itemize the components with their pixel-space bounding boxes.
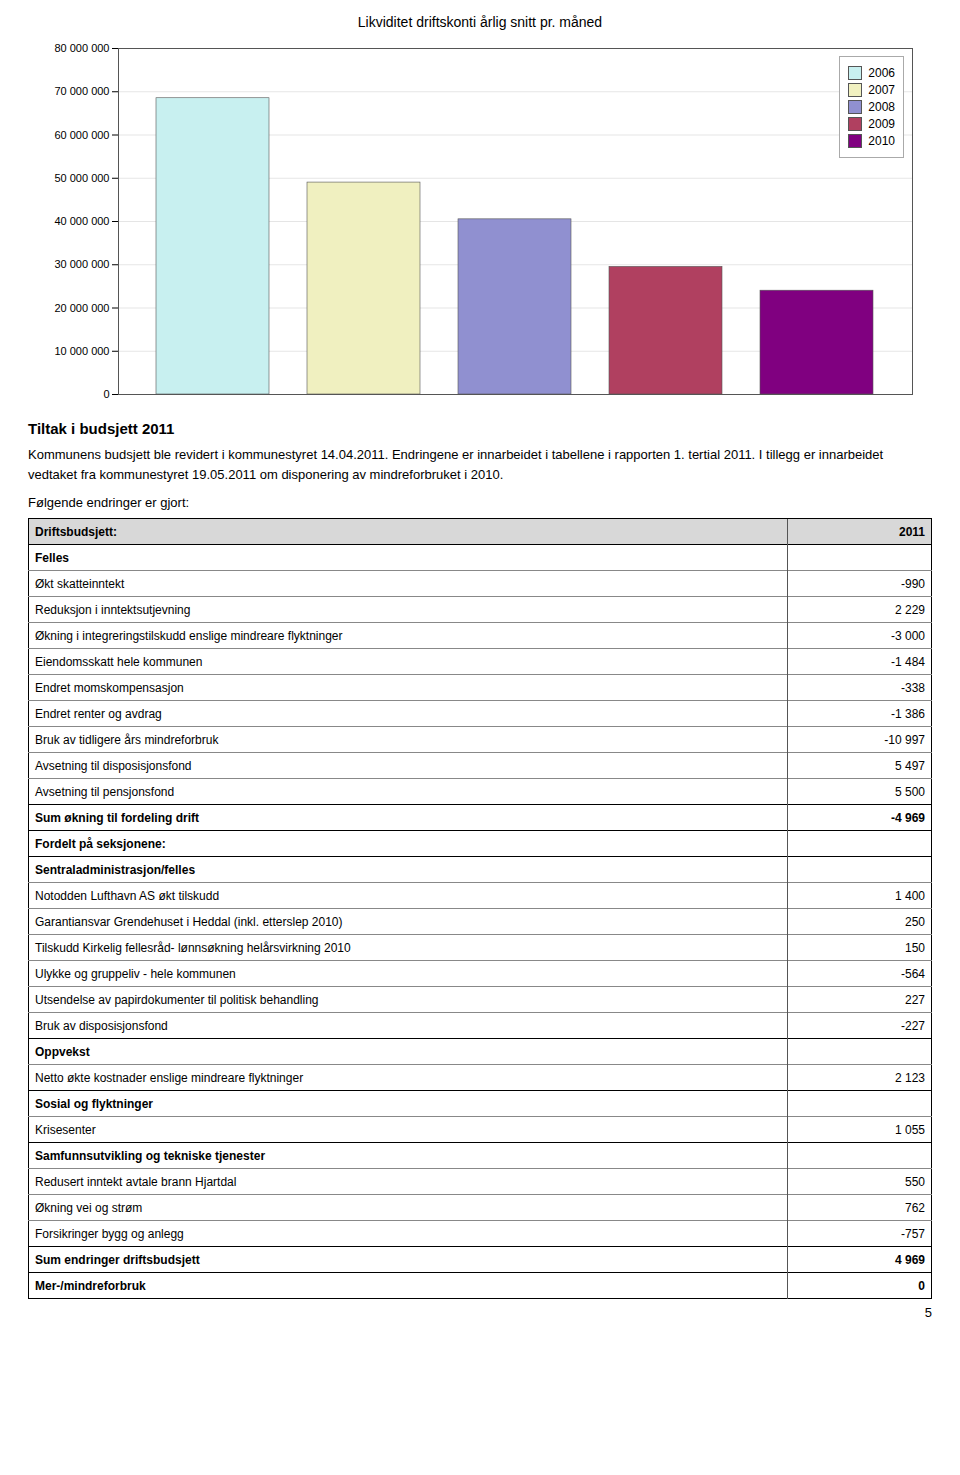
svg-text:0: 0	[103, 388, 109, 400]
html-text:-10 997: -10 997	[884, 732, 925, 747]
html-text:Økning vei og strøm: Økning vei og strøm	[35, 1200, 143, 1215]
html-text:Notodden Lufthavn AS økt tilsk: Notodden Lufthavn AS økt tilskudd	[35, 888, 220, 903]
html-text:Fordelt på seksjonene:: Fordelt på seksjonene:	[35, 836, 166, 851]
html-text:Driftsbudsjett:: Driftsbudsjett:	[35, 524, 117, 539]
html-text:Garantiansvar Grendehuset i He: Garantiansvar Grendehuset i Heddal (inkl…	[35, 914, 343, 929]
html-text:Kommunens budsjett ble revider: Kommunens budsjett ble revidert i kommun…	[28, 447, 884, 483]
html-text:-1 484: -1 484	[891, 654, 925, 669]
html-text:4 969: 4 969	[895, 1252, 925, 1267]
html-text:150: 150	[905, 940, 925, 955]
svg-text:30 000 000: 30 000 000	[54, 258, 109, 270]
html-text:227: 227	[905, 992, 925, 1007]
html-text:2009: 2009	[868, 117, 895, 131]
html-text:Ulykke og gruppeliv - hele kom: Ulykke og gruppeliv - hele kommunen	[35, 966, 236, 981]
html-text:Samfunnsutvikling og tekniske: Samfunnsutvikling og tekniske tjenester	[35, 1148, 266, 1163]
html-text:-757: -757	[901, 1226, 925, 1241]
svg-text:60 000 000: 60 000 000	[54, 129, 109, 141]
html-text:2011: 2011	[899, 524, 925, 539]
html-text:1 055: 1 055	[895, 1122, 925, 1137]
svg-text:10 000 000: 10 000 000	[54, 345, 109, 357]
html-text:5: 5	[924, 1305, 932, 1321]
html-text:Utsendelse av papirdokumenter: Utsendelse av papirdokumenter til politi…	[35, 992, 319, 1007]
html-text:5 497: 5 497	[895, 758, 925, 773]
html-text:-338: -338	[901, 680, 925, 695]
html-text:Økt skatteinntekt: Økt skatteinntekt	[35, 576, 125, 591]
html-text:2006: 2006	[868, 66, 895, 80]
html-text:-4 969: -4 969	[891, 810, 925, 825]
html-text:Mer-/mindreforbruk: Mer-/mindreforbruk	[35, 1278, 146, 1293]
html-text:Avsetning til pensjonsfond: Avsetning til pensjonsfond	[35, 784, 175, 799]
html-text:Felles: Felles	[35, 550, 69, 565]
svg-text:80 000 000: 80 000 000	[54, 42, 109, 54]
html-text:Forsikringer bygg og anlegg: Forsikringer bygg og anlegg	[35, 1226, 184, 1241]
html-text:Sentraladministrasjon/felles: Sentraladministrasjon/felles	[35, 862, 196, 877]
html-text:2 229: 2 229	[895, 602, 925, 617]
html-text:Sum endringer driftsbudsjett: Sum endringer driftsbudsjett	[35, 1252, 200, 1267]
html-text:2 123: 2 123	[895, 1070, 925, 1085]
html-text:Reduksjon i inntektsutjevning: Reduksjon i inntektsutjevning	[35, 602, 191, 617]
html-text:Økning i integreringstilskudd: Økning i integreringstilskudd enslige mi…	[35, 628, 343, 643]
html-text:Endret momskompensasjon: Endret momskompensasjon	[35, 680, 184, 695]
html-text:Likviditet driftskonti årlig s: Likviditet driftskonti årlig snitt pr. m…	[357, 14, 603, 30]
html-text:-564: -564	[901, 966, 925, 981]
html-text:Sum økning til fordeling drift: Sum økning til fordeling drift	[35, 810, 199, 825]
html-text:2008: 2008	[868, 100, 895, 114]
html-text:762: 762	[905, 1200, 925, 1215]
html-text:2007: 2007	[868, 83, 895, 97]
html-text:Avsetning til disposisjonsfond: Avsetning til disposisjonsfond	[35, 758, 192, 773]
html-text:550: 550	[905, 1174, 925, 1189]
html-text:Oppvekst: Oppvekst	[35, 1044, 90, 1059]
html-text:1 400: 1 400	[895, 888, 925, 903]
html-text:-1 386: -1 386	[891, 706, 925, 721]
html-text:Følgende endringer er gjort:: Følgende endringer er gjort:	[28, 495, 190, 511]
html-text:-227: -227	[901, 1018, 925, 1033]
html-text:0: 0	[918, 1278, 925, 1293]
svg-text:20 000 000: 20 000 000	[54, 302, 109, 314]
html-text:Eiendomsskatt hele kommunen: Eiendomsskatt hele kommunen	[35, 654, 203, 669]
html-text:Sosial og flyktninger: Sosial og flyktninger	[35, 1096, 153, 1111]
html-text:Bruk av tidligere års mindrefo: Bruk av tidligere års mindreforbruk	[35, 732, 219, 747]
html-text:-990: -990	[901, 576, 925, 591]
html-text:Netto økte kostnader enslige m: Netto økte kostnader enslige mindreare f…	[35, 1070, 304, 1085]
html-text:Endret renter og avdrag: Endret renter og avdrag	[35, 706, 162, 721]
html-text:Redusert inntekt avtale brann: Redusert inntekt avtale brann Hjartdal	[35, 1174, 237, 1189]
html-text:Tilskudd Kirkelig fellesråd- l: Tilskudd Kirkelig fellesråd- lønnsøkning…	[35, 940, 351, 955]
svg-text:70 000 000: 70 000 000	[54, 85, 109, 97]
html-text:Tiltak i budsjett 2011: Tiltak i budsjett 2011	[28, 420, 175, 437]
svg-text:40 000 000: 40 000 000	[54, 215, 109, 227]
html-text:5 500: 5 500	[895, 784, 925, 799]
html-text:-3 000: -3 000	[891, 628, 925, 643]
html-text:2010: 2010	[868, 134, 895, 148]
html-text:Bruk av disposisjonsfond: Bruk av disposisjonsfond	[35, 1018, 168, 1033]
html-text:Krisesenter: Krisesenter	[35, 1122, 96, 1137]
svg-text:50 000 000: 50 000 000	[54, 172, 109, 184]
html-text:250: 250	[905, 914, 925, 929]
